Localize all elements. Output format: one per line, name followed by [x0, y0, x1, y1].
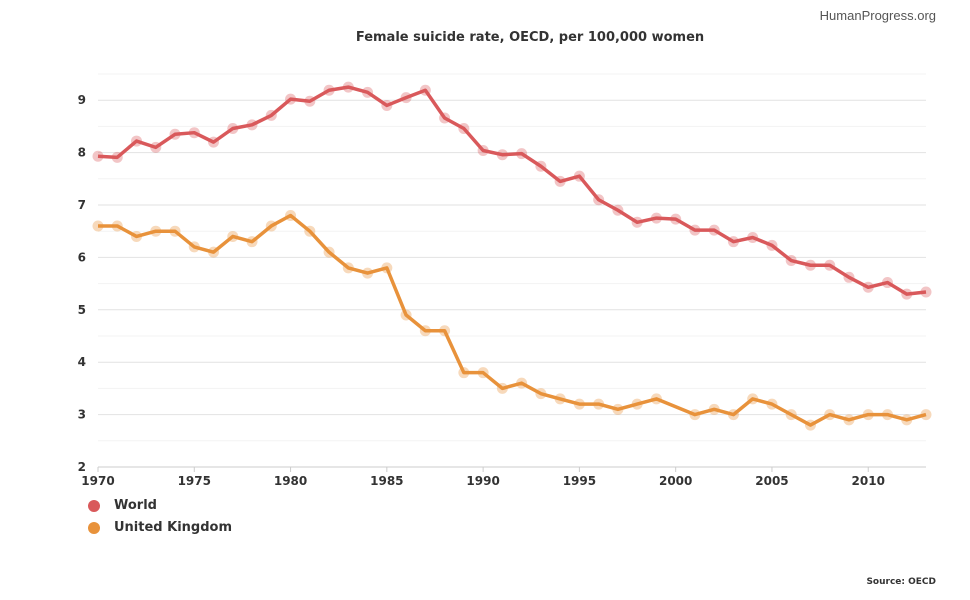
- source-label: Source: OECD: [866, 577, 936, 587]
- series-line-united-kingdom: [98, 213, 927, 427]
- y-tick-label: 5: [78, 303, 86, 317]
- x-tick-label: 1970: [81, 474, 114, 488]
- y-tick-label: 6: [78, 250, 86, 264]
- brand-label[interactable]: HumanProgress.org: [819, 8, 936, 23]
- x-tick-label: 1975: [178, 474, 211, 488]
- legend-marker-world: [88, 499, 100, 512]
- x-tick-label: 1980: [274, 474, 307, 488]
- legend-label-united-kingdom: United Kingdom: [114, 520, 233, 535]
- series-line-world: [97, 85, 927, 296]
- legend-marker-united-kingdom: [88, 521, 100, 534]
- y-tick-label: 9: [78, 93, 86, 107]
- x-tick-label: 1995: [563, 474, 596, 488]
- y-tick-label: 8: [78, 146, 86, 160]
- x-tick-label: 1990: [466, 474, 499, 488]
- y-tick-label: 2: [78, 460, 86, 474]
- y-tick-label: 4: [78, 355, 86, 369]
- chart-title: Female suicide rate, OECD, per 100,000 w…: [355, 30, 705, 45]
- y-tick-label: 3: [78, 408, 86, 422]
- legend-label-world: World: [114, 498, 157, 513]
- x-tick-label: 2000: [659, 474, 692, 488]
- x-tick-label: 2005: [755, 474, 788, 488]
- legend-item-united-kingdom[interactable]: United Kingdom: [88, 520, 232, 535]
- x-tick-label: 1985: [370, 474, 403, 488]
- x-tick-label: 2010: [852, 474, 885, 488]
- legend-item-world[interactable]: World: [88, 498, 157, 513]
- y-tick-label: 7: [78, 198, 86, 212]
